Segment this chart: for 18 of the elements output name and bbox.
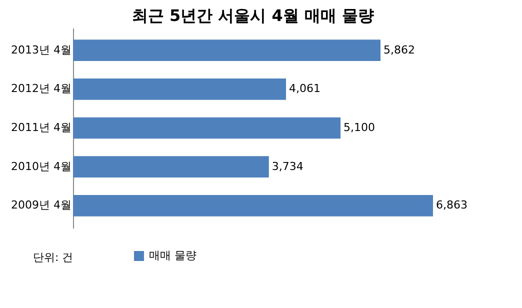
data-label: 5,100 [344, 121, 376, 134]
bar [73, 194, 433, 216]
legend-label: 매매 물량 [149, 249, 196, 262]
bar [73, 117, 341, 139]
data-label: 3,734 [272, 160, 304, 173]
y-tick-label: 2013년 4월 [11, 43, 72, 56]
bar [73, 78, 286, 100]
bar [73, 40, 380, 62]
bar [73, 156, 269, 178]
y-tick-label: 2009년 4월 [11, 198, 72, 212]
text: 단위: 건 [33, 251, 74, 264]
data-label: 5,862 [383, 43, 415, 56]
chart-title: 최근 5년간 서울시 4월 매매 물량 [132, 6, 374, 25]
y-tick-label: 2011년 4월 [11, 121, 72, 134]
y-tick-label: 2012년 4월 [11, 82, 72, 96]
data-label: 4,061 [289, 82, 321, 96]
y-tick-label: 2010년 4월 [11, 160, 72, 173]
data-label: 6,863 [436, 198, 468, 212]
